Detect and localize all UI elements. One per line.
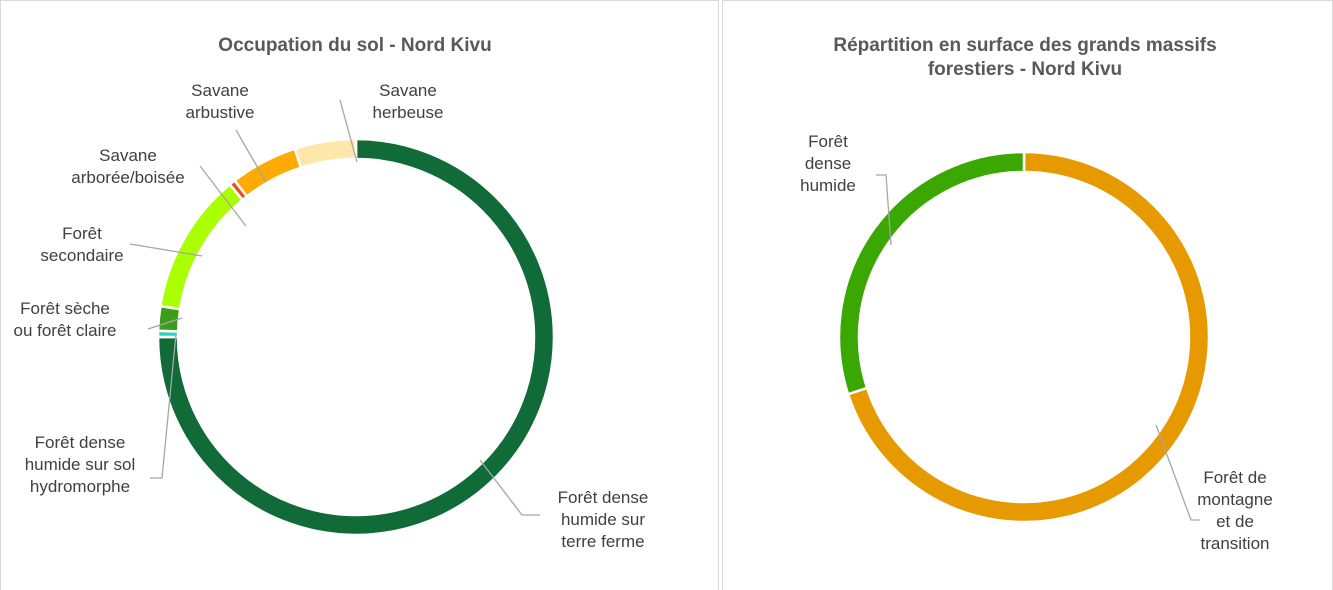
donut-segment [837, 150, 1026, 396]
slice-label: Savane arbustive [185, 81, 255, 122]
slice-label: Forêt de montagne et de transition [1197, 468, 1273, 553]
leader-line [129, 243, 203, 257]
leader-line [1155, 424, 1200, 521]
leader-line [235, 129, 267, 183]
slice-label: Forêt dense humide sur terre ferme [557, 488, 649, 551]
slice-label: Savane herbeuse [372, 81, 444, 122]
donut-segment [293, 137, 358, 170]
leader-line [150, 333, 177, 479]
panel [0, 0, 719, 590]
slice-label: Forêt secondaire [40, 224, 124, 265]
chart-title: Occupation du sol - Nord Kivu [218, 35, 492, 56]
donut-segment [232, 147, 303, 199]
leader-line [479, 459, 540, 516]
leader-line [339, 99, 358, 163]
donut-segment [159, 182, 245, 311]
slice-label: Forêt dense humide [800, 132, 856, 195]
chart-title: Répartition en surface des grands massif… [833, 35, 1217, 80]
leader-line [876, 174, 892, 246]
slice-label: Forêt sèche ou forêt claire [13, 299, 117, 340]
slice-label: Savane arborée/boisée [71, 146, 185, 187]
leader-line [199, 165, 247, 227]
slice-label: Forêt dense humide sur sol hydromorphe [24, 433, 136, 496]
leader-line [147, 317, 183, 330]
